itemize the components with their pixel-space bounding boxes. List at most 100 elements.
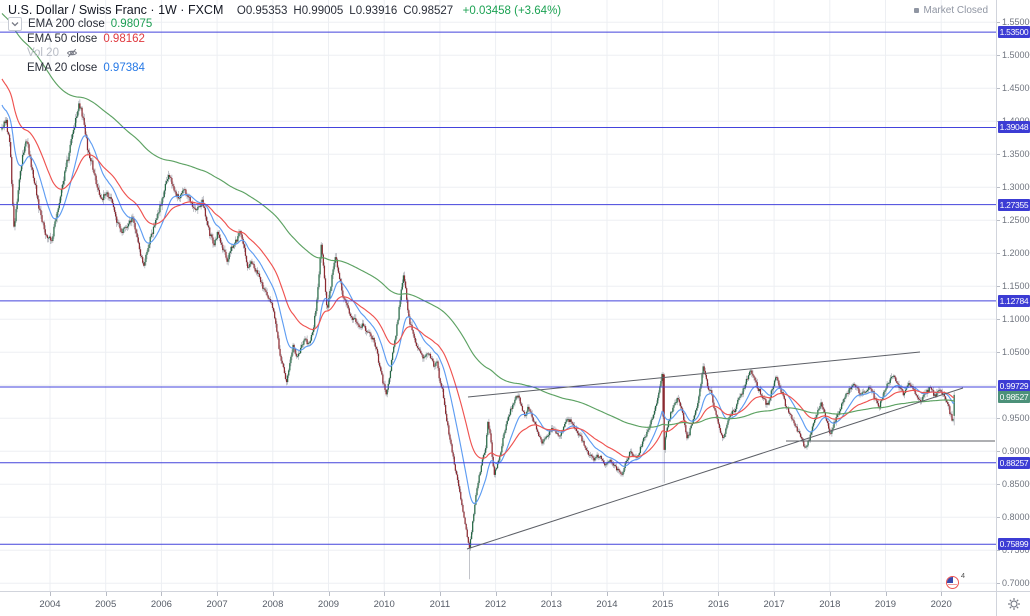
- year-tick-mark: [273, 592, 274, 596]
- ema-line[interactable]: [1, 13, 955, 428]
- price-tick-mark: [997, 451, 1000, 452]
- up-candles: [1, 103, 955, 549]
- symbol-title-row[interactable]: U.S. Dollar / Swiss Franc · 1W · FXCM O0…: [8, 3, 561, 17]
- level-price-label[interactable]: 1.53500: [998, 26, 1030, 38]
- price-tick-label: 0.70000: [1002, 578, 1030, 589]
- trendline[interactable]: [467, 351, 921, 398]
- price-tick-mark: [997, 286, 1000, 287]
- year-tick-mark: [830, 592, 831, 596]
- level-price-label[interactable]: 0.88257: [998, 457, 1030, 469]
- events-count: 4: [960, 571, 965, 580]
- price-tick-label: 1.15000: [1002, 281, 1030, 292]
- year-tick-mark: [663, 592, 664, 596]
- year-tick-mark: [50, 592, 51, 596]
- down-candles: [2, 103, 953, 549]
- year-tick-mark: [774, 592, 775, 596]
- indicator-value: 0.98075: [110, 18, 153, 31]
- year-label: 2015: [652, 599, 674, 610]
- eye-slash-icon[interactable]: [66, 47, 78, 59]
- legend-collapse-button[interactable]: [8, 17, 22, 32]
- level-price-label[interactable]: 0.75899: [998, 538, 1030, 550]
- price-tick-mark: [997, 253, 1000, 254]
- year-tick-mark: [440, 592, 441, 596]
- year-label: 2020: [930, 599, 952, 610]
- year-tick-mark: [941, 592, 942, 596]
- year-tick-mark: [551, 592, 552, 596]
- price-tick-mark: [997, 352, 1000, 353]
- symbol-name[interactable]: U.S. Dollar / Swiss Franc: [8, 3, 147, 17]
- year-label: 2008: [262, 599, 284, 610]
- price-tick-label: 1.25000: [1002, 215, 1030, 226]
- level-price-label[interactable]: 1.27355: [998, 199, 1030, 211]
- price-tick-label: 1.30000: [1002, 182, 1030, 193]
- title-separator: ·: [150, 3, 155, 17]
- chevron-down-icon: [11, 22, 19, 27]
- price-tick-label: 1.10000: [1002, 314, 1030, 325]
- ema-line[interactable]: [1, 78, 955, 459]
- market-status-dot-icon: [913, 8, 919, 13]
- economic-events-badge[interactable]: 4: [946, 571, 965, 590]
- year-label: 2016: [707, 599, 729, 610]
- us-flag-icon: [946, 576, 959, 589]
- level-price-label[interactable]: 0.99729: [998, 380, 1030, 392]
- symbol-interval[interactable]: 1W: [158, 3, 177, 17]
- indicator-row-ema50[interactable]: EMA 50 close 0.98162: [8, 32, 561, 47]
- price-tick-mark: [997, 154, 1000, 155]
- time-axis[interactable]: 2004 2005 2006 2007 2008 2009 2010 2011 2012 2013…: [0, 591, 996, 616]
- year-tick-mark: [886, 592, 887, 596]
- indicator-name: Vol 20: [27, 47, 59, 60]
- price-tick-mark: [997, 55, 1000, 56]
- trendline[interactable]: [466, 387, 964, 550]
- price-tick-mark: [997, 517, 1000, 518]
- price-chart[interactable]: [0, 0, 996, 591]
- price-tick-mark: [997, 88, 1000, 89]
- year-tick-mark: [161, 592, 162, 596]
- level-price-label[interactable]: 1.39048: [998, 121, 1030, 133]
- indicator-name: EMA 200 close: [28, 18, 105, 31]
- ohlc-values: O0.95353 H0.99005 L0.93916 C0.98527: [236, 5, 454, 17]
- year-label: 2019: [874, 599, 897, 610]
- year-label: 2007: [206, 599, 228, 610]
- year-label: 2014: [596, 599, 618, 610]
- title-separator2: ·: [180, 3, 185, 17]
- price-tick-label: 1.50000: [1002, 50, 1030, 61]
- gear-icon[interactable]: [1007, 597, 1021, 611]
- price-tick-mark: [997, 22, 1000, 23]
- year-tick-mark: [329, 592, 330, 596]
- year-label: 2012: [485, 599, 507, 610]
- price-tick-mark: [997, 550, 1000, 551]
- chart-legend: U.S. Dollar / Swiss Franc · 1W · FXCM O0…: [8, 3, 561, 75]
- price-axis[interactable]: 1.550001.500001.450001.400001.350001.300…: [996, 0, 1030, 591]
- level-price-label[interactable]: 1.12784: [998, 295, 1030, 307]
- candle-wicks: [1, 99, 955, 580]
- axis-settings-corner[interactable]: [996, 591, 1030, 616]
- price-tick-label: 1.20000: [1002, 248, 1030, 259]
- ema-line[interactable]: [1, 104, 955, 505]
- indicator-row-ema200[interactable]: EMA 200 close 0.98075: [8, 17, 561, 32]
- market-status: Market Closed: [913, 5, 988, 16]
- price-tick-mark: [997, 220, 1000, 221]
- year-label: 2006: [150, 599, 172, 610]
- indicator-value: 0.98162: [103, 32, 145, 45]
- price-tick-mark: [997, 484, 1000, 485]
- price-tick-mark: [997, 583, 1000, 584]
- price-tick-mark: [997, 418, 1000, 419]
- price-tick-mark: [997, 319, 1000, 320]
- year-tick-mark: [384, 592, 385, 596]
- price-tick-label: 1.35000: [1002, 149, 1030, 160]
- year-label: 2009: [317, 599, 340, 610]
- year-tick-mark: [607, 592, 608, 596]
- year-label: 2010: [373, 599, 395, 610]
- indicator-row-ema20[interactable]: EMA 20 close 0.97384: [8, 61, 561, 76]
- last-price-label[interactable]: 0.98527: [998, 391, 1030, 403]
- indicator-row-volume[interactable]: Vol 20: [8, 46, 561, 61]
- year-label: 2013: [540, 599, 562, 610]
- year-label: 2011: [429, 599, 451, 610]
- year-tick-mark: [217, 592, 218, 596]
